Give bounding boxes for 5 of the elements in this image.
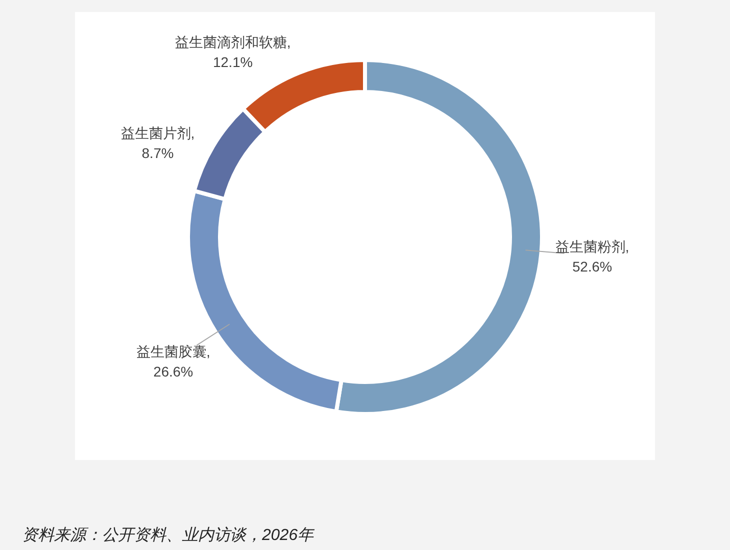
益生菌粉剂: 益生菌粉剂, 52.6% <box>555 238 630 275</box>
益生菌胶囊: 益生菌胶囊, 26.6% <box>136 343 210 380</box>
益生菌滴剂和软糖: 益生菌滴剂和软糖, 12.1% <box>174 34 291 70</box>
text: 资料来源：公开资料、业内访谈，2026年 <box>22 526 316 544</box>
益生菌片剂: 益生菌片剂, 8.7% <box>120 125 195 161</box>
